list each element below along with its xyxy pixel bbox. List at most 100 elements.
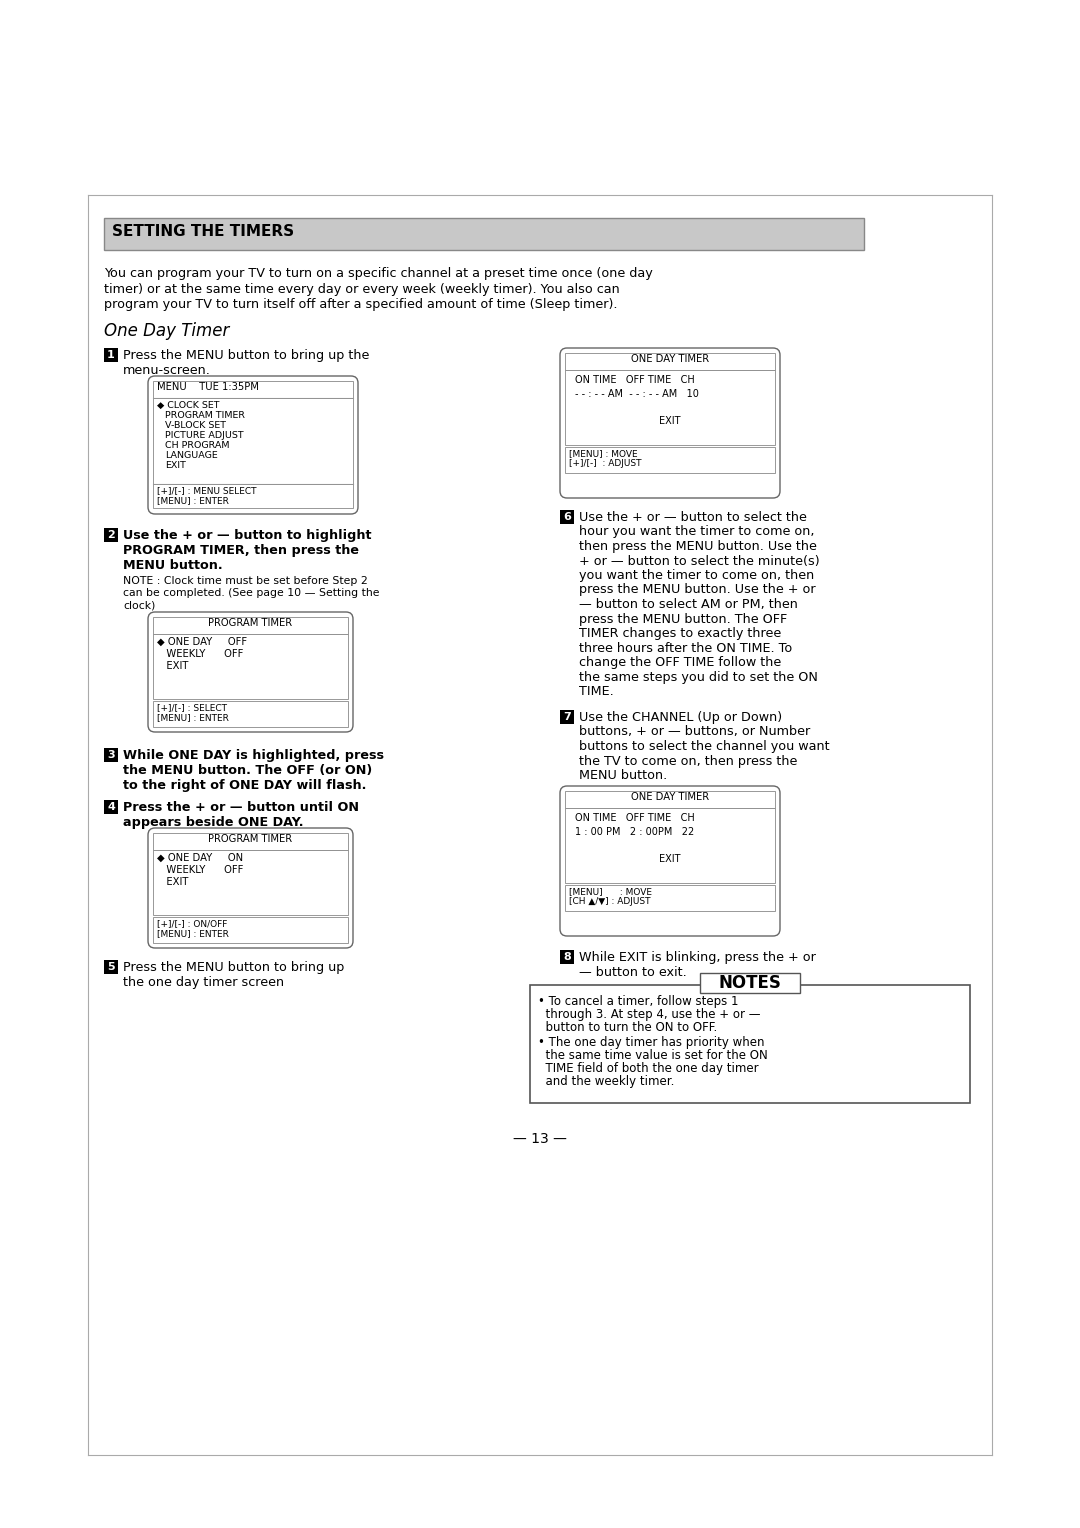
Text: — button to exit.: — button to exit. [579, 966, 687, 979]
FancyBboxPatch shape [561, 348, 780, 498]
Text: 2: 2 [107, 530, 114, 539]
Text: [+]/[-] : MENU SELECT: [+]/[-] : MENU SELECT [157, 486, 257, 495]
Text: through 3. At step 4, use the + or —: through 3. At step 4, use the + or — [538, 1008, 760, 1021]
Text: ONE DAY TIMER: ONE DAY TIMER [631, 354, 710, 364]
Text: LANGUAGE: LANGUAGE [165, 451, 218, 460]
Text: 6: 6 [563, 512, 571, 523]
Text: Press the MENU button to bring up the: Press the MENU button to bring up the [123, 348, 369, 362]
Text: Use the + or — button to select the: Use the + or — button to select the [579, 510, 807, 524]
Bar [153, 380, 353, 397]
Text: 7: 7 [563, 712, 571, 723]
Text: to the right of ONE DAY will flash.: to the right of ONE DAY will flash. [123, 779, 366, 792]
Text: V-BLOCK SET: V-BLOCK SET [165, 422, 226, 429]
Text: clock): clock) [123, 601, 156, 610]
Text: menu-screen.: menu-screen. [123, 364, 211, 377]
Bar [561, 510, 573, 524]
Text: MENU    TUE 1:35PM: MENU TUE 1:35PM [157, 382, 259, 393]
Text: While ONE DAY is highlighted, press: While ONE DAY is highlighted, press [123, 749, 384, 762]
Text: 8: 8 [563, 952, 571, 963]
Text: EXIT: EXIT [659, 854, 680, 863]
Bar [153, 850, 348, 915]
Text: three hours after the ON TIME. To: three hours after the ON TIME. To [579, 642, 793, 654]
Text: • The one day timer has priority when: • The one day timer has priority when [538, 1036, 765, 1050]
Text: TIMER changes to exactly three: TIMER changes to exactly three [579, 626, 781, 640]
Bar [530, 986, 970, 1103]
Text: PROGRAM TIMER: PROGRAM TIMER [208, 834, 292, 843]
Text: and the weekly timer.: and the weekly timer. [538, 1076, 674, 1088]
Text: — button to select AM or PM, then: — button to select AM or PM, then [579, 597, 798, 611]
Bar [153, 617, 348, 634]
Text: NOTES: NOTES [718, 973, 782, 992]
Text: can be completed. (See page 10 — Setting the: can be completed. (See page 10 — Setting… [123, 588, 379, 597]
Text: One Day Timer: One Day Timer [104, 322, 229, 341]
Bar [153, 917, 348, 943]
Text: PROGRAM TIMER: PROGRAM TIMER [165, 411, 245, 420]
FancyBboxPatch shape [148, 613, 353, 732]
Text: ONE DAY TIMER: ONE DAY TIMER [631, 792, 710, 802]
Text: - - : - - AM  - - : - - AM   10: - - : - - AM - - : - - AM 10 [575, 390, 699, 399]
Text: ◆ ONE DAY     OFF: ◆ ONE DAY OFF [157, 637, 247, 646]
Bar [104, 749, 118, 762]
Bar [700, 973, 800, 993]
Text: ON TIME   OFF TIME   CH: ON TIME OFF TIME CH [575, 374, 694, 385]
Text: MENU button.: MENU button. [123, 559, 222, 571]
Bar [104, 960, 118, 973]
Text: — 13 —: — 13 — [513, 1132, 567, 1146]
Text: timer) or at the same time every day or every week (weekly timer). You also can: timer) or at the same time every day or … [104, 283, 620, 295]
Text: [MENU] : ENTER: [MENU] : ENTER [157, 497, 229, 504]
Text: TIME field of both the one day timer: TIME field of both the one day timer [538, 1062, 758, 1076]
FancyBboxPatch shape [148, 376, 357, 513]
Bar [565, 353, 775, 370]
Text: WEEKLY      OFF: WEEKLY OFF [157, 865, 243, 876]
Text: [+]/[-] : SELECT: [+]/[-] : SELECT [157, 703, 227, 712]
Bar [153, 634, 348, 698]
Text: Press the + or — button until ON: Press the + or — button until ON [123, 801, 359, 814]
Text: ◆ ONE DAY     ON: ◆ ONE DAY ON [157, 853, 243, 863]
Text: EXIT: EXIT [165, 461, 186, 471]
Text: TIME.: TIME. [579, 685, 613, 698]
Text: you want the timer to come on, then: you want the timer to come on, then [579, 568, 814, 582]
Text: the same time value is set for the ON: the same time value is set for the ON [538, 1050, 768, 1062]
Text: PROGRAM TIMER: PROGRAM TIMER [208, 617, 292, 628]
Text: [MENU] : MOVE: [MENU] : MOVE [569, 449, 637, 458]
Text: Press the MENU button to bring up: Press the MENU button to bring up [123, 961, 345, 973]
Bar [561, 711, 573, 724]
Text: change the OFF TIME follow the: change the OFF TIME follow the [579, 656, 781, 669]
Text: PICTURE ADJUST: PICTURE ADJUST [165, 431, 244, 440]
Text: You can program your TV to turn on a specific channel at a preset time once (one: You can program your TV to turn on a spe… [104, 267, 652, 280]
Text: the MENU button. The OFF (or ON): the MENU button. The OFF (or ON) [123, 764, 373, 778]
Text: the same steps you did to set the ON: the same steps you did to set the ON [579, 671, 818, 683]
Text: [+]/[-]  : ADJUST: [+]/[-] : ADJUST [569, 458, 642, 468]
Text: Use the + or — button to highlight: Use the + or — button to highlight [123, 529, 372, 542]
Text: MENU button.: MENU button. [579, 769, 667, 782]
Text: + or — button to select the minute(s): + or — button to select the minute(s) [579, 555, 820, 567]
Text: PROGRAM TIMER, then press the: PROGRAM TIMER, then press the [123, 544, 359, 558]
Bar [565, 885, 775, 911]
Text: [+]/[-] : ON/OFF: [+]/[-] : ON/OFF [157, 918, 228, 927]
Text: EXIT: EXIT [659, 416, 680, 426]
Text: 5: 5 [107, 963, 114, 972]
Bar [565, 448, 775, 474]
Text: CH PROGRAM: CH PROGRAM [165, 442, 229, 451]
Text: EXIT: EXIT [157, 877, 188, 886]
Text: While EXIT is blinking, press the + or: While EXIT is blinking, press the + or [579, 950, 815, 964]
Text: hour you want the timer to come on,: hour you want the timer to come on, [579, 526, 814, 538]
Text: the TV to come on, then press the: the TV to come on, then press the [579, 755, 797, 767]
Bar [153, 397, 353, 484]
Bar [565, 808, 775, 883]
Text: press the MENU button. Use the + or: press the MENU button. Use the + or [579, 584, 815, 596]
Text: • To cancel a timer, follow steps 1: • To cancel a timer, follow steps 1 [538, 995, 739, 1008]
Text: SETTING THE TIMERS: SETTING THE TIMERS [112, 225, 294, 238]
Text: then press the MENU button. Use the: then press the MENU button. Use the [579, 539, 816, 553]
Text: the one day timer screen: the one day timer screen [123, 976, 284, 989]
Bar [561, 950, 573, 964]
Text: buttons to select the channel you want: buttons to select the channel you want [579, 740, 829, 753]
Text: [MENU] : ENTER: [MENU] : ENTER [157, 929, 229, 938]
Text: appears beside ONE DAY.: appears beside ONE DAY. [123, 816, 303, 830]
Text: [MENU]      : MOVE: [MENU] : MOVE [569, 886, 652, 895]
Bar [153, 701, 348, 727]
Text: 1: 1 [107, 350, 114, 361]
Text: 1 : 00 PM   2 : 00PM   22: 1 : 00 PM 2 : 00PM 22 [575, 827, 694, 837]
Text: [CH ▲/▼] : ADJUST: [CH ▲/▼] : ADJUST [569, 897, 650, 906]
Text: EXIT: EXIT [157, 662, 188, 671]
